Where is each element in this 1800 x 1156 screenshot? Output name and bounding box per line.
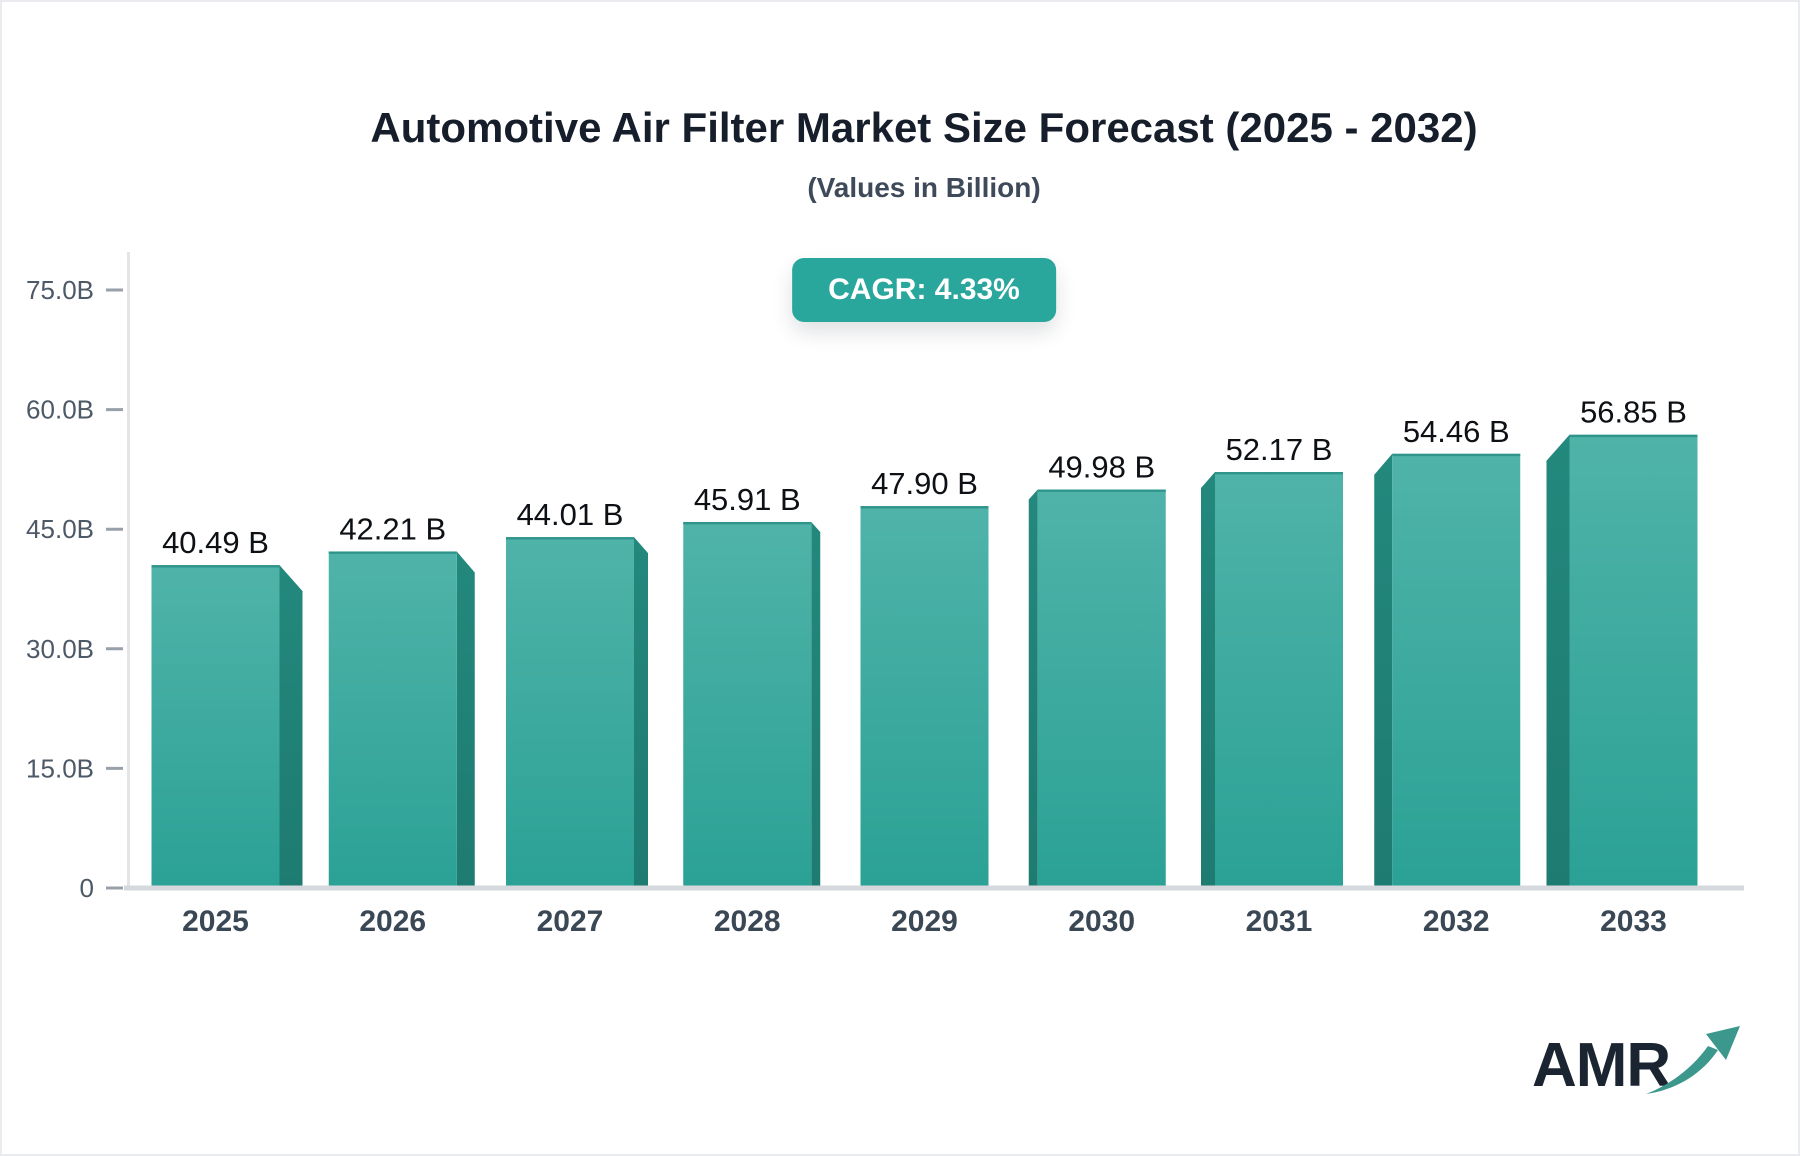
bar-face <box>1392 453 1521 887</box>
bar-2029: 47.90 B 2029 <box>860 466 989 938</box>
y-tick-label: 0 <box>80 873 94 903</box>
bar-value-label: 42.21 B <box>339 511 446 546</box>
amr-logo-arrow-icon <box>1646 1026 1740 1094</box>
x-tick-label: 2027 <box>537 905 604 938</box>
bar-face <box>683 521 812 887</box>
bar-value-label: 49.98 B <box>1048 449 1155 484</box>
bar-2028: 45.91 B 2028 <box>683 482 821 938</box>
x-tick-label: 2033 <box>1600 905 1667 938</box>
bar-side <box>456 551 475 887</box>
x-tick-label: 2028 <box>714 905 781 938</box>
bar-side <box>1546 434 1570 887</box>
bar-face <box>151 565 280 887</box>
bar-face <box>1037 489 1166 887</box>
x-tick-label: 2031 <box>1246 905 1313 938</box>
bar-2033: 56.85 B 2033 <box>1546 395 1698 938</box>
y-tick-label: 15.0B <box>26 753 94 783</box>
x-tick-label: 2026 <box>359 905 426 938</box>
chart-title: Automotive Air Filter Market Size Foreca… <box>370 104 1478 151</box>
bar-value-label: 54.46 B <box>1403 414 1510 449</box>
bar-face <box>860 506 989 887</box>
x-tick-label: 2030 <box>1068 905 1135 938</box>
bar-value-label: 56.85 B <box>1580 395 1687 430</box>
bar-face <box>506 537 634 887</box>
bar-2032: 54.46 B 2032 <box>1374 414 1521 938</box>
x-tick-label: 2025 <box>182 905 249 938</box>
bar-2025: 40.49 B 2025 <box>151 525 303 938</box>
bar-face <box>1569 434 1698 887</box>
y-tick-label: 75.0B <box>26 275 94 305</box>
bar-side <box>1028 489 1038 887</box>
bar-side <box>279 565 303 887</box>
amr-logo-text: AMR <box>1532 1031 1671 1100</box>
y-tick-label: 60.0B <box>26 395 94 425</box>
amr-logo: AMR <box>1532 1026 1752 1114</box>
bar-2026: 42.21 B 2026 <box>328 511 475 938</box>
x-tick-label: 2029 <box>891 905 958 938</box>
bar-2027: 44.01 B 2027 <box>506 497 648 938</box>
chart-subtitle: (Values in Billion) <box>807 172 1041 203</box>
y-tick-label: 45.0B <box>26 514 94 544</box>
bar-face <box>1215 472 1343 887</box>
bar-value-label: 44.01 B <box>517 497 624 532</box>
bar-side <box>1201 472 1215 887</box>
x-tick-label: 2032 <box>1423 905 1490 938</box>
bar-side <box>634 537 648 887</box>
bar-value-label: 40.49 B <box>162 525 269 560</box>
bar-value-label: 47.90 B <box>871 466 978 501</box>
y-tick-label: 30.0B <box>26 634 94 664</box>
bar-2030: 49.98 B 2030 <box>1028 449 1166 938</box>
bar-2031: 52.17 B 2031 <box>1201 432 1343 938</box>
bar-value-label: 52.17 B <box>1226 432 1333 467</box>
bar-face <box>328 551 457 887</box>
cagr-badge: CAGR: 4.33% <box>792 258 1056 322</box>
bar-side <box>1374 453 1393 887</box>
bar-side <box>811 521 821 887</box>
bar-value-label: 45.91 B <box>694 482 801 517</box>
